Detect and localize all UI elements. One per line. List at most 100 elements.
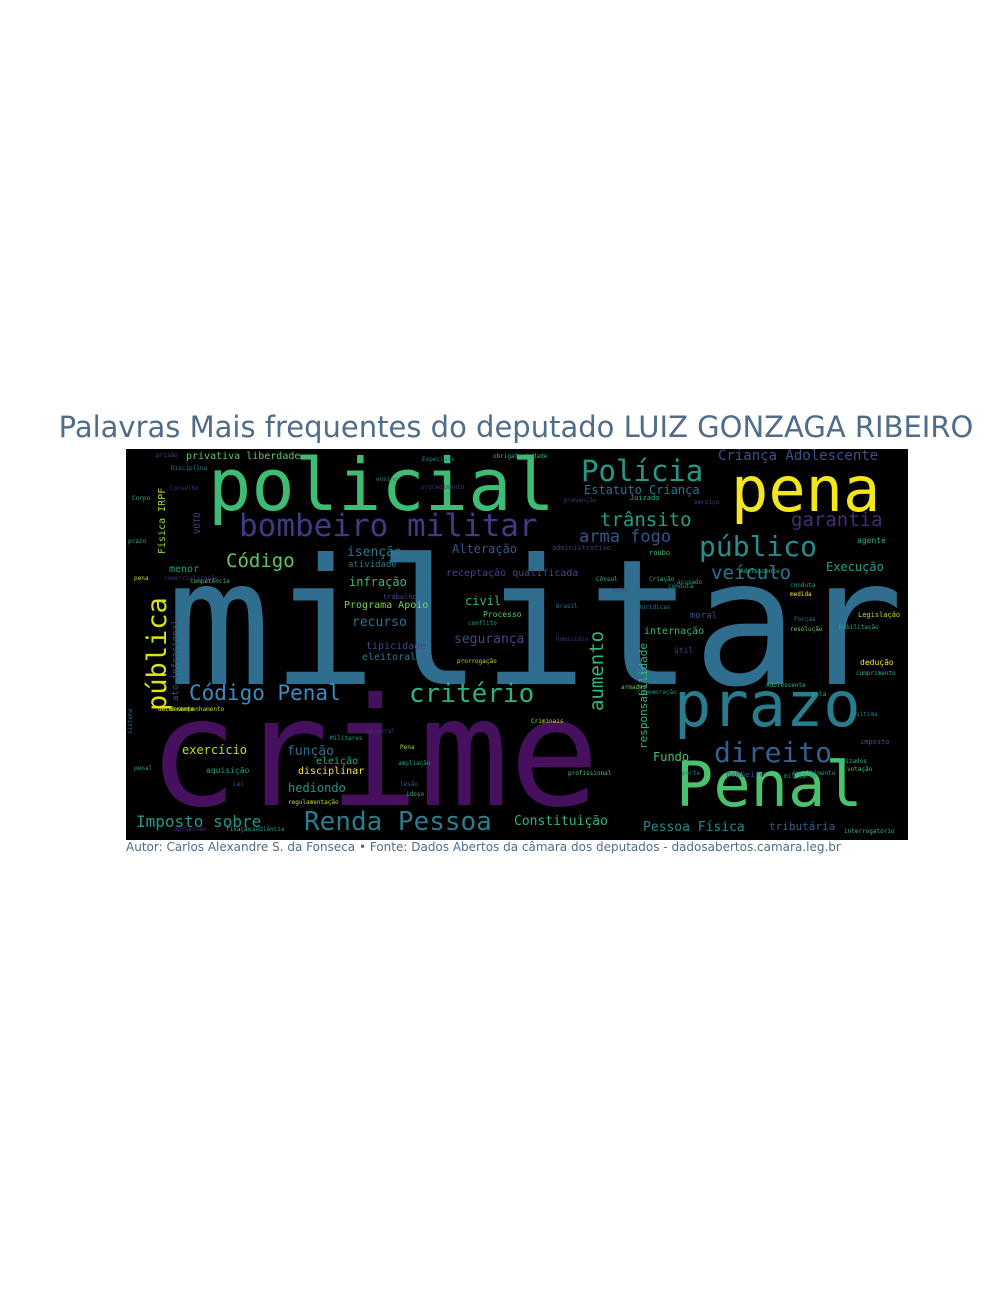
word-111: armadas <box>621 684 647 691</box>
word-87: votação <box>847 766 873 773</box>
word-80: procedimento <box>421 484 465 491</box>
word-43: disciplinar <box>298 766 365 777</box>
word-50: responsabilidade <box>637 643 650 749</box>
word-100: Pena <box>400 744 415 751</box>
word-52: dedução <box>860 658 894 667</box>
word-42: eleitoral <box>362 652 417 663</box>
word-82: administrativo <box>552 544 612 552</box>
word-115: recolhimento <box>792 770 836 777</box>
word-112: comemoração <box>637 689 677 696</box>
word-29: infração <box>349 575 407 589</box>
word-55: aquisição <box>206 766 250 775</box>
word-86: militares <box>784 773 817 780</box>
word-27: isenção <box>347 545 402 560</box>
word-90: fixação <box>226 826 252 833</box>
word-116: Juizados <box>838 758 867 765</box>
word-8: público <box>699 530 818 563</box>
word-74: medida <box>790 591 812 598</box>
word-79: obrigatoriedade <box>493 453 548 460</box>
word-99: ampliação <box>398 760 431 767</box>
word-71: vítima <box>856 711 878 718</box>
word-6: bombeiro militar <box>239 508 538 544</box>
word-78: Especiais <box>422 456 455 463</box>
word-9: direito <box>714 736 833 769</box>
word-69: Criminais <box>531 718 564 725</box>
word-31: segurança <box>454 632 525 647</box>
word-58: bombeiro <box>726 770 765 779</box>
word-117: desempenhamento <box>170 706 225 713</box>
word-114: porte <box>682 770 701 777</box>
word-25: tributária <box>769 820 836 833</box>
word-15: Código <box>226 550 295 572</box>
word-94: penal <box>134 765 153 772</box>
word-118: competência <box>190 578 230 585</box>
word-77: prisão <box>156 452 178 459</box>
word-2: policial <box>208 449 555 527</box>
word-103: Homicídio <box>556 636 589 643</box>
word-81: serviço <box>694 499 720 506</box>
word-11: critério <box>409 679 535 709</box>
word-49: ato infracional <box>171 619 181 701</box>
word-22: Imposto sobre <box>136 812 262 831</box>
word-107: prevenção <box>564 497 597 504</box>
word-36: Fundo <box>653 750 690 764</box>
word-34: função <box>287 744 334 759</box>
word-12: Código Penal <box>189 681 341 705</box>
word-54: imposto <box>860 738 890 746</box>
word-88: interrogatório <box>844 828 895 835</box>
word-121: idoso <box>406 791 425 798</box>
word-60: trabalho <box>383 593 417 601</box>
word-7: Polícia <box>581 454 704 488</box>
word-63: Disciplina <box>171 465 208 472</box>
word-10: Renda Pessoa <box>304 807 492 837</box>
word-93: Lei <box>233 781 244 788</box>
word-110: Adolescente <box>740 568 780 575</box>
word-120: lesão <box>400 781 419 788</box>
word-40: Programa Apoio <box>344 600 429 611</box>
word-97: sistema <box>127 708 134 734</box>
word-62: Criação <box>649 576 675 583</box>
word-83: cumprimento <box>856 670 896 677</box>
word-84: Forças <box>794 616 816 623</box>
word-75: Juizado <box>630 494 660 502</box>
word-89: apreensão <box>174 826 207 833</box>
word-44: eleição <box>316 756 359 767</box>
word-72: Adolescente <box>766 682 806 689</box>
word-21: Estatuto Criança <box>584 483 700 497</box>
word-14: aumento <box>586 630 608 711</box>
word-68: Militares <box>330 735 363 742</box>
word-91: audiência <box>252 826 285 833</box>
word-119: corporal <box>366 728 395 735</box>
word-105: ação <box>612 587 627 594</box>
word-37: internação <box>644 626 705 637</box>
word-104: Cônsul <box>596 576 618 583</box>
word-113: pela <box>812 691 827 698</box>
word-1: crime <box>148 667 600 840</box>
word-23: Constituição <box>514 814 608 829</box>
word-64: conflito <box>468 620 497 627</box>
word-30: recurso <box>352 615 407 630</box>
word-102: prorrogação <box>457 658 497 665</box>
word-106: conduta <box>668 583 694 590</box>
word-59: Processo <box>483 610 522 619</box>
word-5: Penal <box>676 748 863 821</box>
word-56: moral <box>690 611 718 621</box>
word-35: hediondo <box>288 781 346 795</box>
word-20: Criança Adolescente <box>718 449 879 464</box>
word-57: útil <box>674 646 694 655</box>
word-39: receptação qualificada <box>446 568 579 579</box>
word-16: trânsito <box>600 509 692 531</box>
word-122: ensino <box>376 476 398 483</box>
word-41: tipicidade <box>366 641 427 652</box>
word-19: arma fogo <box>579 527 672 547</box>
word-51: agente <box>857 536 886 545</box>
word-28: Alteração <box>452 542 518 556</box>
word-4: prazo <box>674 668 861 741</box>
word-38: privativa liberdade <box>186 451 301 462</box>
word-47: Física IRPF <box>157 487 168 554</box>
word-32: civil <box>465 594 502 608</box>
word-66: roubo <box>649 549 671 557</box>
word-26: Execução <box>826 560 884 574</box>
word-13: pública <box>142 597 173 711</box>
word-53: Legislação <box>858 611 901 619</box>
